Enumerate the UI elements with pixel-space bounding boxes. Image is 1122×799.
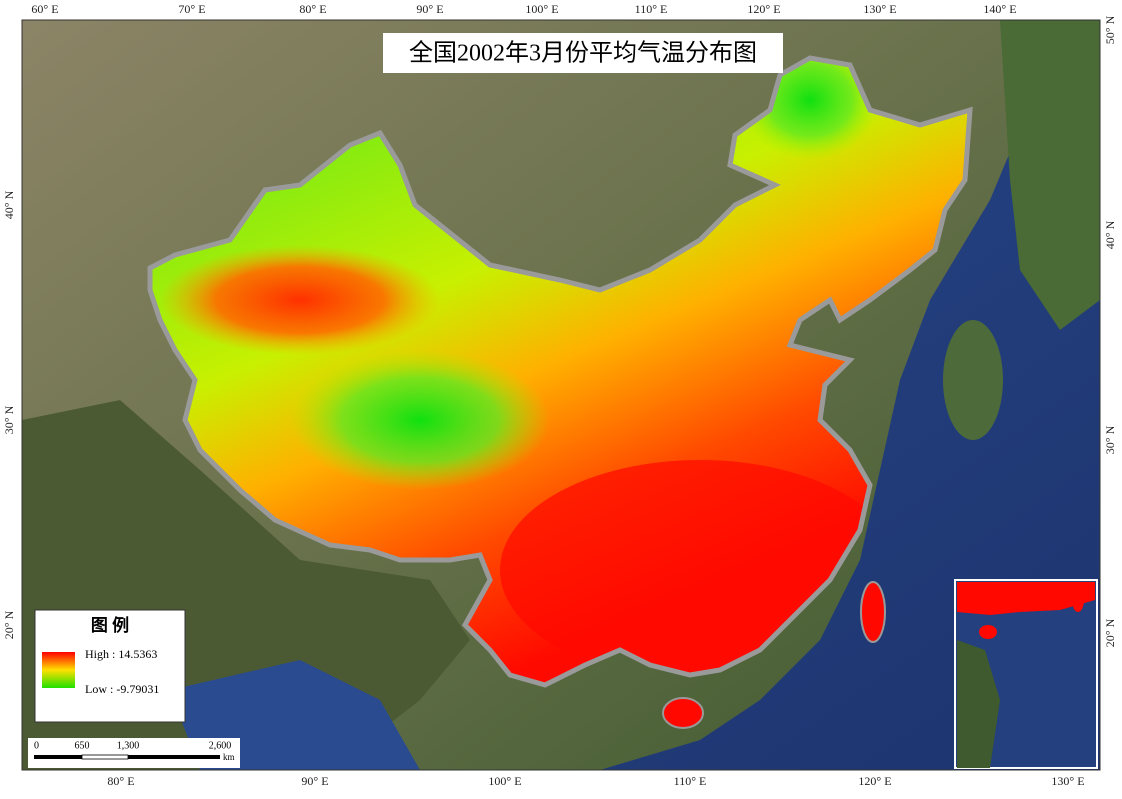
- title-box: 全国2002年3月份平均气温分布图: [383, 33, 783, 73]
- graticule-label: 120° E: [858, 774, 891, 788]
- graticule-label: 130° E: [863, 2, 896, 16]
- graticule-label: 130° E: [1051, 774, 1084, 788]
- south-china-sea-inset: [954, 579, 1098, 769]
- graticule-label: 20° N: [2, 610, 16, 639]
- graticule-label: 40° N: [1103, 220, 1117, 249]
- graticule-label: 80° E: [299, 2, 326, 16]
- scale-label: 0: [34, 740, 39, 751]
- map-title: 全国2002年3月份平均气温分布图: [409, 40, 757, 67]
- graticule-label: 40° N: [2, 190, 16, 219]
- graticule-label: 100° E: [525, 2, 558, 16]
- hainan: [662, 697, 704, 729]
- graticule-label: 60° E: [31, 2, 58, 16]
- scale-label: 650: [75, 740, 90, 751]
- graticule-label: 100° E: [488, 774, 521, 788]
- graticule-label: 70° E: [178, 2, 205, 16]
- graticule-label: 30° N: [1103, 425, 1117, 454]
- graticule-label: 50° N: [1103, 15, 1117, 44]
- graticule-label: 120° E: [747, 2, 780, 16]
- graticule-label: 20° N: [1103, 618, 1117, 647]
- scale-label: 2,600: [209, 740, 232, 751]
- graticule-label: 140° E: [983, 2, 1016, 16]
- graticule-label: 80° E: [107, 774, 134, 788]
- graticule-label: 110° E: [635, 2, 668, 16]
- legend-low: Low : -9.79031: [85, 682, 159, 696]
- legend: 图 例 High : 14.5363 Low : -9.79031: [34, 609, 186, 723]
- scale-unit: km: [223, 752, 235, 762]
- map-frame: [21, 19, 1101, 771]
- graticule-label: 90° E: [416, 2, 443, 16]
- graticule-label: 90° E: [301, 774, 328, 788]
- graticule-label: 30° N: [2, 405, 16, 434]
- graticule-label: 110° E: [674, 774, 707, 788]
- scale-label: 1,300: [117, 740, 140, 751]
- taiwan: [860, 581, 886, 643]
- legend-high: High : 14.5363: [85, 647, 157, 661]
- legend-ramp: [42, 652, 75, 688]
- legend-title: 图 例: [91, 615, 129, 635]
